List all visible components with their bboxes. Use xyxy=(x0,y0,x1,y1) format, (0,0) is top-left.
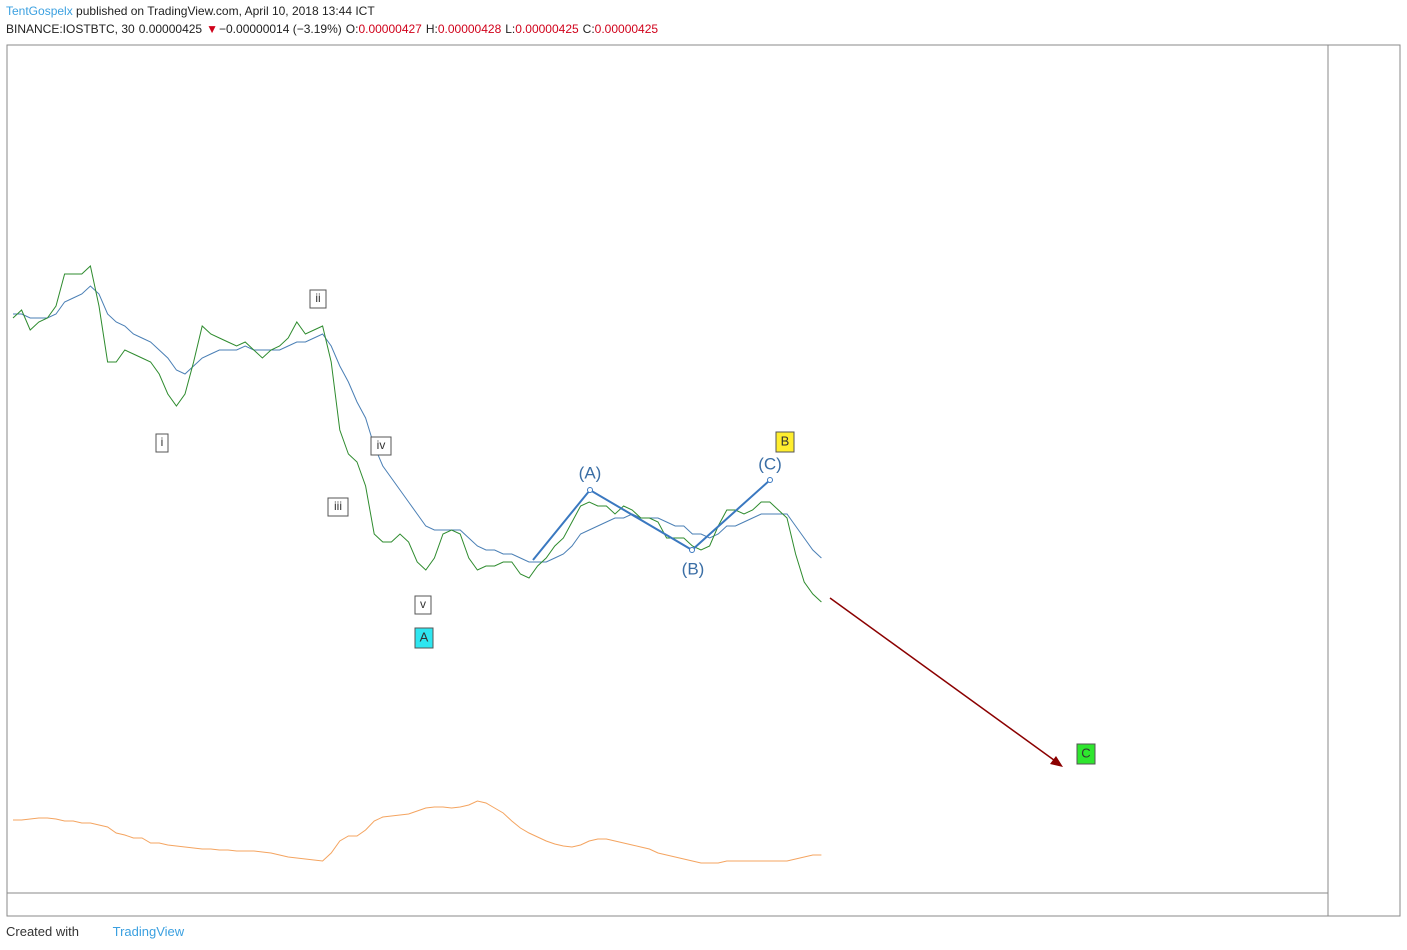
ohlc: O:0.00000427 H:0.00000428 L:0.00000425 C:0.… xyxy=(346,22,662,36)
tema-line xyxy=(12,265,822,603)
arrow-head xyxy=(1050,756,1063,767)
ohlc-label: H: xyxy=(425,22,438,36)
annotations: i ii iii iv v A B C (A) (B) (C) xyxy=(155,289,1096,765)
ohlc-value: 0.00000427 xyxy=(358,22,422,36)
wave-box xyxy=(309,289,327,309)
sub-wave-label: (C) xyxy=(758,454,782,473)
abc-label: A xyxy=(420,629,429,644)
wave-box xyxy=(327,497,349,517)
wave-label: ii xyxy=(315,291,320,305)
wave-line xyxy=(532,479,771,561)
sub-wave-label: (A) xyxy=(579,463,602,482)
wave-box xyxy=(414,595,432,615)
drawings xyxy=(532,477,1063,767)
volume-ma-line xyxy=(13,800,822,864)
footer: Created with TradingView xyxy=(6,924,184,939)
ohlc-label: O: xyxy=(345,22,359,36)
wave-label: i xyxy=(161,435,164,449)
sub-wave-label: (B) xyxy=(682,559,705,578)
ohlc-label: L: xyxy=(505,22,516,36)
header-line-1: TentGospelx published on TradingView.com… xyxy=(6,4,379,18)
ohlc-value: 0.00000428 xyxy=(437,22,502,36)
wave-box xyxy=(155,433,169,453)
wave-label: iii xyxy=(334,499,342,513)
wave-label: iv xyxy=(377,438,386,452)
abc-label: C xyxy=(1081,745,1090,760)
chart-frame xyxy=(6,44,1401,917)
author[interactable]: TentGospelx xyxy=(6,4,73,18)
ema-line xyxy=(13,285,822,563)
abc-box xyxy=(414,627,434,649)
created: Created with xyxy=(6,924,79,939)
abc-box xyxy=(1076,743,1096,765)
ohlc-value: 0.00000425 xyxy=(515,22,579,36)
arrow-line xyxy=(829,597,1059,764)
arrow: ▼ xyxy=(206,22,218,36)
ohlc-value: 0.00000425 xyxy=(594,22,659,36)
wave-box xyxy=(370,436,392,456)
price: 0.00000425 xyxy=(138,22,203,36)
abc-box xyxy=(775,431,795,453)
wave-label: v xyxy=(420,597,426,611)
wave-point xyxy=(767,477,773,483)
header-line-2: BINANCE:IOSTBTC, 30 0.00000425 ▼−0.0000001… xyxy=(6,22,666,36)
symbol: BINANCE:IOSTBTC, 30 xyxy=(6,22,135,36)
wave-point xyxy=(587,487,593,493)
wave-point xyxy=(689,547,695,553)
published: published on TradingView.com, April 10, … xyxy=(76,4,375,18)
brand[interactable]: TradingView xyxy=(112,924,185,939)
abc-label: B xyxy=(781,433,790,448)
ohlc-label: C: xyxy=(582,22,595,36)
change: −0.00000014 (−3.19%) xyxy=(219,22,342,36)
